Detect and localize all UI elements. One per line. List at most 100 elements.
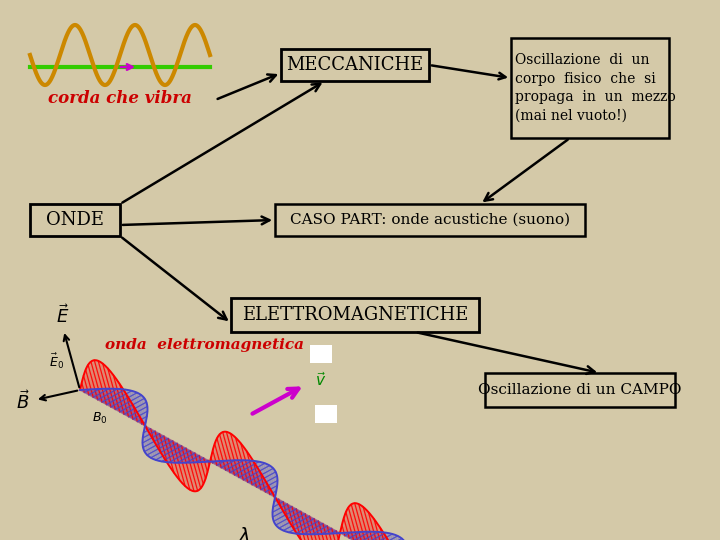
Polygon shape	[222, 433, 235, 475]
Polygon shape	[124, 402, 146, 415]
Polygon shape	[162, 448, 187, 462]
Text: corda che vibra: corda che vibra	[48, 90, 192, 107]
Polygon shape	[126, 404, 147, 416]
Polygon shape	[143, 434, 161, 443]
Polygon shape	[252, 472, 276, 485]
Polygon shape	[192, 451, 202, 488]
Polygon shape	[371, 515, 384, 540]
Polygon shape	[280, 515, 307, 529]
Polygon shape	[262, 482, 277, 491]
Polygon shape	[95, 360, 109, 406]
Polygon shape	[115, 377, 126, 415]
Polygon shape	[272, 494, 276, 496]
Polygon shape	[169, 439, 181, 482]
Polygon shape	[91, 389, 104, 397]
Polygon shape	[352, 504, 365, 540]
Polygon shape	[266, 485, 277, 492]
Polygon shape	[240, 443, 253, 485]
Polygon shape	[366, 534, 391, 540]
Polygon shape	[308, 516, 321, 540]
Polygon shape	[321, 529, 333, 534]
Polygon shape	[369, 512, 382, 540]
Polygon shape	[316, 520, 328, 540]
Polygon shape	[204, 458, 207, 472]
Polygon shape	[351, 504, 364, 540]
Text: $\lambda$: $\lambda$	[238, 527, 250, 540]
Polygon shape	[258, 477, 277, 488]
Polygon shape	[387, 538, 395, 540]
Polygon shape	[143, 436, 165, 448]
Polygon shape	[325, 525, 333, 540]
Text: $\vec{v}$: $\vec{v}$	[315, 371, 326, 389]
Polygon shape	[300, 522, 322, 534]
Polygon shape	[100, 389, 122, 402]
Polygon shape	[145, 426, 146, 427]
Polygon shape	[181, 446, 193, 491]
Polygon shape	[102, 389, 125, 403]
Polygon shape	[326, 525, 334, 540]
Polygon shape	[203, 460, 208, 462]
Polygon shape	[148, 442, 175, 456]
Polygon shape	[150, 428, 153, 438]
Polygon shape	[241, 464, 267, 479]
Polygon shape	[228, 432, 241, 478]
Polygon shape	[274, 501, 283, 506]
Polygon shape	[276, 512, 303, 526]
Polygon shape	[289, 519, 315, 532]
Polygon shape	[281, 515, 308, 529]
Polygon shape	[235, 437, 249, 483]
Polygon shape	[341, 526, 345, 536]
Polygon shape	[261, 481, 277, 490]
Polygon shape	[93, 361, 105, 404]
Polygon shape	[339, 532, 341, 534]
Polygon shape	[215, 461, 220, 464]
Polygon shape	[228, 461, 248, 472]
Polygon shape	[368, 535, 394, 540]
Polygon shape	[242, 445, 254, 486]
Polygon shape	[356, 503, 369, 540]
Polygon shape	[363, 507, 377, 540]
Polygon shape	[107, 391, 132, 405]
Polygon shape	[225, 460, 242, 470]
Polygon shape	[277, 498, 279, 504]
Polygon shape	[322, 523, 331, 540]
Polygon shape	[210, 459, 212, 463]
Polygon shape	[218, 461, 228, 467]
Polygon shape	[247, 468, 272, 482]
Polygon shape	[343, 518, 351, 539]
Polygon shape	[198, 455, 205, 480]
Polygon shape	[289, 505, 297, 533]
Polygon shape	[249, 469, 274, 483]
Polygon shape	[207, 460, 209, 467]
Polygon shape	[210, 461, 212, 462]
Polygon shape	[113, 394, 140, 409]
Polygon shape	[148, 428, 150, 435]
Polygon shape	[248, 454, 258, 488]
Polygon shape	[265, 480, 270, 495]
Polygon shape	[119, 397, 144, 412]
Polygon shape	[136, 411, 140, 423]
Polygon shape	[98, 389, 117, 400]
Polygon shape	[240, 442, 252, 485]
Polygon shape	[135, 414, 147, 421]
Polygon shape	[315, 519, 327, 540]
Polygon shape	[143, 431, 155, 437]
Polygon shape	[212, 450, 218, 466]
Polygon shape	[344, 516, 351, 539]
Polygon shape	[94, 360, 107, 404]
Polygon shape	[360, 504, 374, 540]
Polygon shape	[376, 521, 387, 540]
Polygon shape	[179, 454, 197, 463]
Polygon shape	[89, 389, 100, 395]
Polygon shape	[169, 451, 192, 462]
Polygon shape	[273, 502, 284, 507]
Polygon shape	[89, 363, 101, 402]
Polygon shape	[300, 511, 312, 540]
Polygon shape	[81, 386, 84, 392]
Polygon shape	[129, 407, 148, 417]
Polygon shape	[357, 532, 377, 540]
Polygon shape	[193, 457, 204, 462]
Polygon shape	[143, 432, 157, 439]
Polygon shape	[306, 515, 319, 540]
Polygon shape	[144, 438, 168, 450]
